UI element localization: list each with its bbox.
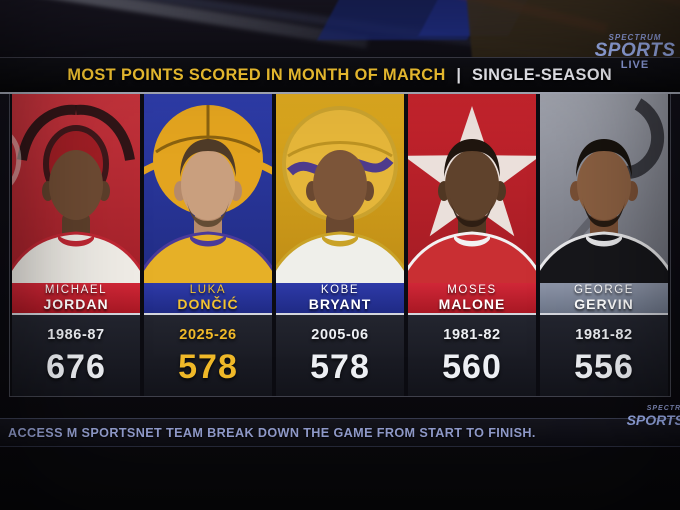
season-label: 2025-26 — [179, 327, 237, 343]
player-name-banner: MOSES MALONE — [408, 283, 536, 313]
player-name-banner: KOBE BRYANT — [276, 283, 404, 313]
points-value: 578 — [178, 348, 238, 386]
player-stats: 1986-87 676 — [12, 313, 140, 396]
player-column-bryant: KOBE BRYANT 2005-06 578 — [276, 94, 404, 396]
headline-text: MOST POINTS SCORED IN MONTH OF MARCH | S… — [68, 65, 613, 85]
player-first-name: GEORGE — [573, 284, 635, 296]
player-last-name: JORDAN — [43, 296, 109, 312]
player-last-name: MALONE — [438, 296, 506, 312]
player-portrait — [276, 150, 404, 283]
player-stats: 1981-82 560 — [408, 313, 536, 396]
sportsnet-wordmark: SPORTSN — [626, 412, 680, 428]
player-stats: 2005-06 578 — [276, 313, 404, 396]
player-first-name: KOBE — [320, 284, 360, 296]
spectrum-brand-text: SPECTRUM — [646, 405, 680, 412]
headline-separator: | — [456, 65, 462, 84]
player-name-banner: MICHAEL JORDAN — [12, 283, 140, 313]
player-first-name: LUKA — [189, 284, 227, 296]
player-name-banner: LUKA DONČIĆ — [144, 283, 272, 313]
season-label: 1981-82 — [575, 327, 633, 343]
points-value: 578 — [310, 348, 370, 386]
player-photo — [540, 94, 668, 283]
headline-bar: MOST POINTS SCORED IN MONTH OF MARCH | S… — [0, 57, 680, 94]
player-column-malone: MOSES MALONE 1981-82 560 — [408, 94, 536, 396]
studio-light-streak — [0, 0, 369, 49]
player-column-jordan: MICHAEL JORDAN 1986-87 676 — [12, 94, 140, 396]
player-last-name: GERVIN — [574, 296, 634, 312]
ticker-bar: ACCESS M SPORTSNET TEAM BREAK DOWN THE G… — [0, 418, 680, 447]
player-last-name: DONČIĆ — [177, 296, 239, 312]
player-photo — [276, 94, 404, 283]
season-label: 1981-82 — [443, 327, 501, 343]
season-label: 2005-06 — [311, 327, 369, 343]
player-stats: 2025-26 578 — [144, 313, 272, 396]
leaderboard: MICHAEL JORDAN 1986-87 676 — [9, 93, 671, 397]
player-column-gervin: GEORGE GERVIN 1981-82 556 — [540, 94, 668, 396]
spectrum-brand-text: SPECTRUM — [608, 33, 662, 42]
studio-background — [0, 0, 680, 58]
player-photo — [12, 94, 140, 283]
player-portrait — [12, 150, 140, 283]
headline-title: MOST POINTS SCORED IN MONTH OF MARCH — [67, 65, 446, 84]
spectrum-sportsnet-bug-bottom: SPECTRUM SPORTSN — [594, 405, 680, 427]
player-first-name: MICHAEL — [44, 284, 108, 296]
player-portrait — [144, 139, 272, 283]
player-last-name: BRYANT — [308, 296, 372, 312]
live-label: LIVE — [620, 59, 650, 71]
player-portrait — [540, 139, 668, 283]
ticker-text: ACCESS M SPORTSNET TEAM BREAK DOWN THE G… — [8, 425, 536, 440]
points-value: 556 — [574, 348, 634, 386]
season-label: 1986-87 — [47, 327, 105, 343]
player-photo — [144, 94, 272, 283]
player-column-doncic: LUKA DONČIĆ 2025-26 578 — [144, 94, 272, 396]
player-portrait — [408, 139, 536, 283]
player-first-name: MOSES — [447, 284, 497, 296]
player-stats: 1981-82 556 — [540, 313, 668, 396]
player-photo — [408, 94, 536, 283]
points-value: 676 — [46, 348, 106, 386]
points-value: 560 — [442, 348, 502, 386]
player-name-banner: GEORGE GERVIN — [540, 283, 668, 313]
headline-subtitle: SINGLE-SEASON — [472, 65, 613, 84]
spectrum-sportsnet-live-bug: SPECTRUM SPORTS LIVE — [580, 33, 680, 71]
sportsnet-wordmark: SPORTS — [594, 40, 676, 61]
